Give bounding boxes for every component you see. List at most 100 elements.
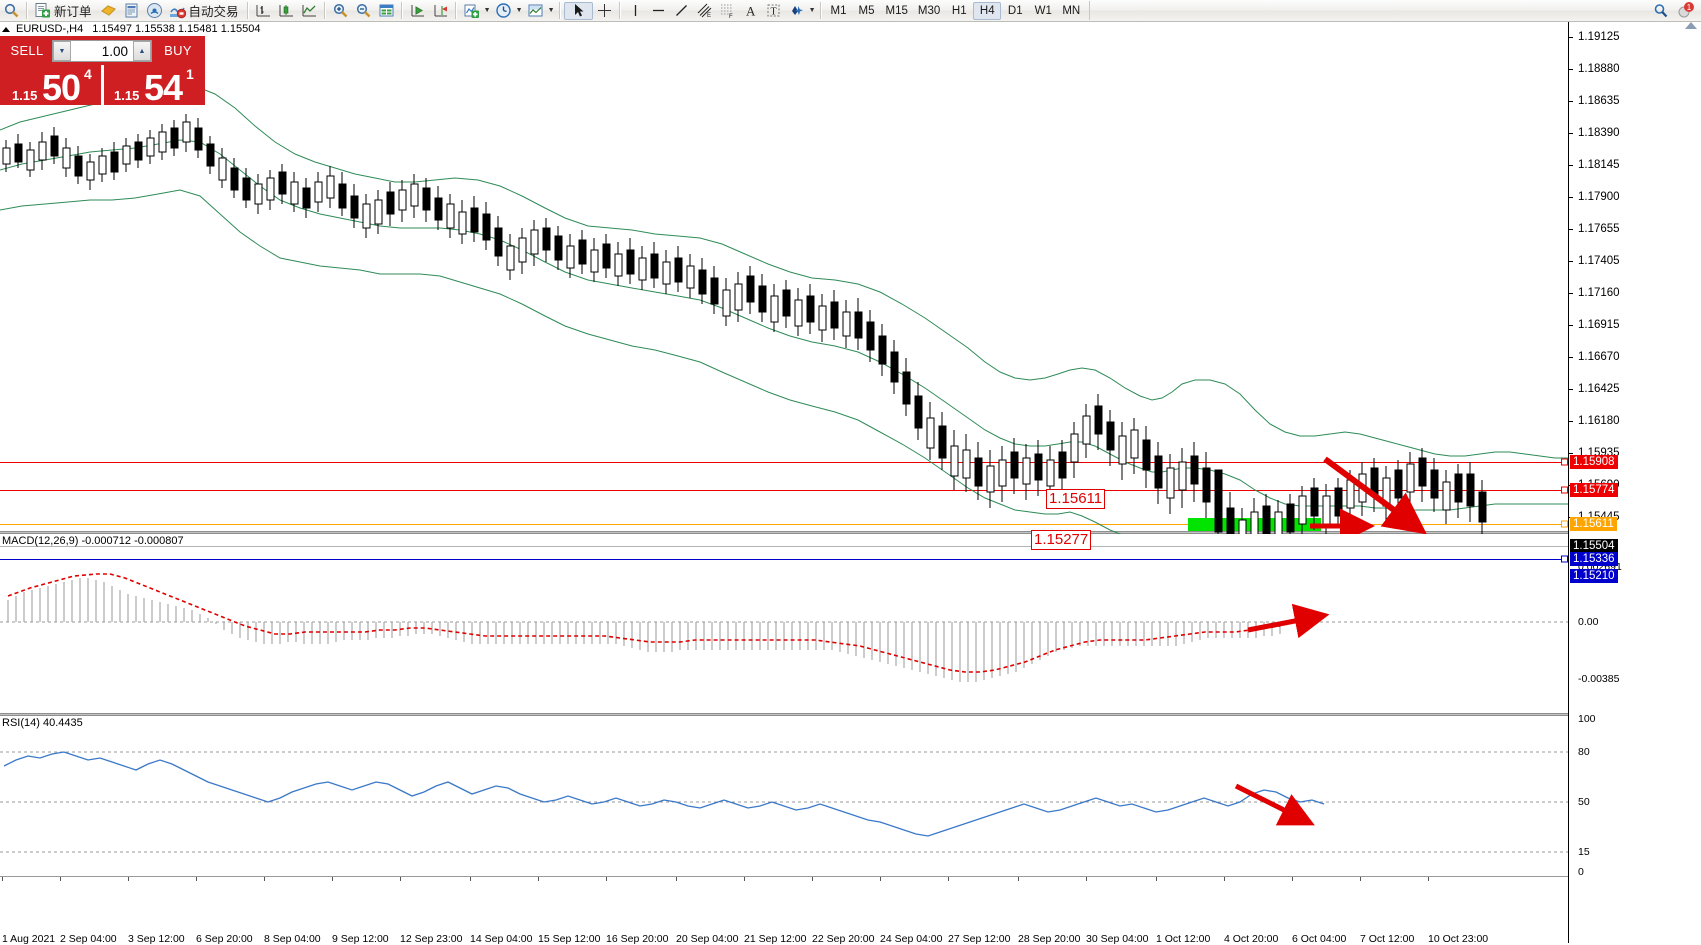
templates-dropdown-icon[interactable]: ▼ — [547, 7, 555, 14]
new-order-icon — [34, 2, 51, 19]
timeframe-m15[interactable]: M15 — [885, 4, 908, 17]
indicators-button[interactable] — [97, 1, 120, 21]
crosshair-tool-button[interactable] — [593, 1, 616, 21]
main-toolbar: 新订单 自动交易 — [0, 0, 1701, 22]
bar-chart-button[interactable] — [252, 1, 275, 21]
resistance-level-badge[interactable]: 1.15908 — [1570, 455, 1618, 469]
price-tick-label: 1.18880 — [1578, 63, 1620, 75]
resistance-line-2-handle[interactable] — [1561, 486, 1568, 494]
horizontal-line-tool-button[interactable] — [647, 1, 670, 21]
vertical-line-tool-button[interactable] — [624, 1, 647, 21]
timeframe-w1[interactable]: W1 — [1034, 4, 1052, 17]
indicators-icon — [100, 2, 117, 19]
price-tick — [1569, 293, 1573, 294]
volume-field[interactable]: ▼ 1.00 ▲ — [52, 40, 152, 62]
support-level-badge-2[interactable]: 1.15210 — [1570, 569, 1618, 583]
trendline-tool-button[interactable] — [670, 1, 693, 21]
search-icon[interactable] — [0, 1, 23, 21]
macd-scale-label: 0.00 — [1578, 616, 1599, 628]
zoom-out-button[interactable] — [352, 1, 375, 21]
cursor-tool-button[interactable] — [563, 1, 593, 20]
time-tick — [948, 877, 949, 881]
sell-price-display[interactable]: 1.15 50 4 — [0, 65, 104, 105]
timeframe-h1[interactable]: H1 — [951, 4, 967, 17]
period-dropdown-icon[interactable]: ▼ — [515, 7, 523, 14]
time-tick — [812, 877, 813, 881]
price-scale[interactable]: 1.19125 1.18880 1.18635 1.18390 1.18145 … — [1568, 22, 1701, 943]
support-zone-rectangle[interactable] — [1188, 518, 1321, 531]
signals-button[interactable] — [143, 1, 166, 21]
resistance-line-1[interactable] — [0, 462, 1568, 463]
sell-button[interactable]: SELL — [10, 43, 44, 58]
price-tick — [1569, 389, 1573, 390]
resistance-line-1-handle[interactable] — [1561, 458, 1568, 466]
oct-header: SELL ▼ 1.00 ▲ BUY — [0, 36, 205, 65]
indicator-list-button[interactable] — [460, 1, 483, 21]
resistance-line-2[interactable] — [0, 490, 1568, 491]
price-tick — [1569, 325, 1573, 326]
equidistant-channel-tool-button[interactable]: E — [693, 1, 716, 21]
timeframe-d1[interactable]: D1 — [1007, 4, 1023, 17]
support-level-badge[interactable]: 1.15336 — [1570, 552, 1618, 566]
shapes-tool-button[interactable] — [785, 1, 808, 21]
auto-scroll-button[interactable] — [406, 1, 429, 21]
price-tick-label: 1.16425 — [1578, 383, 1620, 395]
line-chart-button[interactable] — [298, 1, 321, 21]
indicator-dropdown-icon[interactable]: ▼ — [483, 7, 491, 14]
timeframe-h4[interactable]: H4 — [973, 1, 1002, 20]
chart-scroll-marker[interactable] — [1685, 22, 1697, 29]
one-click-trading-panel[interactable]: SELL ▼ 1.00 ▲ BUY 1.15 50 4 1.15 54 1 — [0, 36, 205, 105]
sell-price-prefix: 1.15 — [12, 88, 38, 103]
collapse-icon[interactable] — [2, 26, 10, 32]
search-icon[interactable] — [1649, 1, 1672, 21]
templates-button[interactable] — [524, 1, 547, 21]
price-tick — [1569, 133, 1573, 134]
price-label-1[interactable]: 1.15611 — [1046, 489, 1106, 509]
resistance-level-badge[interactable]: 1.15774 — [1570, 483, 1618, 497]
timeframe-mn[interactable]: MN — [1062, 4, 1081, 17]
chart-shift-button[interactable] — [429, 1, 452, 21]
chart-window[interactable]: EURUSD-,H4 1.15497 1.15538 1.15481 1.155… — [0, 22, 1701, 945]
autoscroll-icon — [409, 2, 426, 19]
volume-decrease-button[interactable]: ▼ — [53, 41, 71, 61]
label-tool-button[interactable]: T — [762, 1, 785, 21]
new-order-button[interactable]: 新订单 — [31, 1, 97, 21]
pane-divider-2[interactable] — [0, 713, 1568, 716]
signals-icon — [146, 2, 163, 19]
time-tick — [1292, 877, 1293, 881]
time-axis[interactable]: 1 Aug 2021 2 Sep 04:00 3 Sep 12:00 6 Sep… — [0, 876, 1568, 945]
bollinger-middle-band — [0, 139, 1568, 511]
pivot-line-handle[interactable] — [1561, 520, 1568, 528]
timeframe-m5[interactable]: M5 — [858, 4, 875, 17]
price-pane[interactable]: 1.15611 1.15277 — [0, 22, 1568, 550]
buy-button[interactable]: BUY — [164, 43, 192, 58]
notifications-icon[interactable]: 1 — [1674, 1, 1697, 21]
price-chart-svg — [0, 87, 1568, 534]
text-tool-button[interactable]: A — [739, 1, 762, 21]
chartshift-icon — [432, 2, 449, 19]
fibonacci-tool-button[interactable]: F — [716, 1, 739, 21]
volume-value[interactable]: 1.00 — [101, 43, 128, 59]
shapes-dropdown-icon[interactable]: ▼ — [808, 7, 816, 14]
metaeditor-button[interactable] — [120, 1, 143, 21]
pivot-line[interactable] — [0, 524, 1568, 525]
support-line-1-handle[interactable] — [1561, 555, 1568, 563]
price-label-2[interactable]: 1.15277 — [1031, 530, 1092, 550]
zoom-in-icon — [332, 2, 349, 19]
bollinger-lower-band — [0, 189, 1122, 534]
buy-price-display[interactable]: 1.15 54 1 — [104, 65, 205, 105]
macd-pane[interactable]: MACD(12,26,9) -0.000712 -0.000807 — [0, 534, 1568, 716]
candlestick-chart-button[interactable] — [275, 1, 298, 21]
current-price-badge[interactable]: 1.15504 — [1570, 539, 1618, 553]
autotrading-button[interactable]: 自动交易 — [166, 1, 244, 21]
rsi-pane[interactable]: RSI(14) 40.4435 — [0, 716, 1568, 876]
timeframe-m30[interactable]: M30 — [917, 4, 941, 17]
macd-signal-line — [7, 573, 1281, 673]
volume-increase-button[interactable]: ▲ — [133, 41, 151, 61]
data-window-button[interactable] — [375, 1, 398, 21]
pivot-level-badge[interactable]: 1.15611 — [1570, 517, 1617, 531]
zoom-in-button[interactable] — [329, 1, 352, 21]
period-button[interactable] — [492, 1, 515, 21]
timeframe-m1[interactable]: M1 — [830, 4, 847, 17]
support-line-1[interactable] — [0, 559, 1568, 560]
